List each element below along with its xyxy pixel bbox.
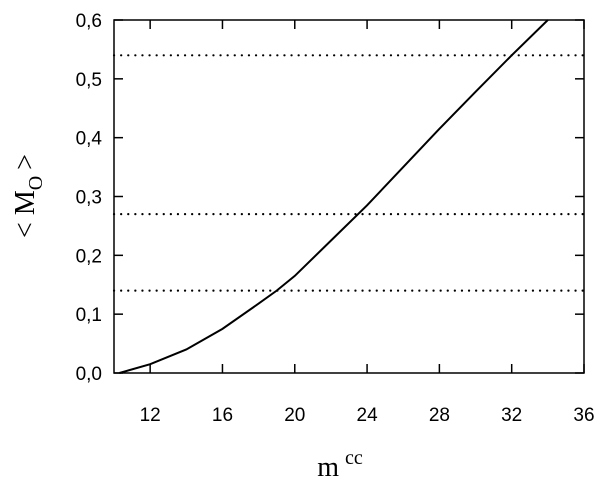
x-tick-label: 24 (357, 405, 379, 426)
x-tick-label: 16 (212, 405, 233, 426)
y-axis-label: < MO > (10, 154, 47, 238)
x-label-main: m (317, 452, 339, 483)
x-label-sup: cc (345, 447, 363, 469)
x-tick-label: 20 (284, 405, 305, 426)
data-line (119, 19, 549, 374)
y-label-main: < M (10, 190, 41, 238)
x-tick-label: 12 (140, 405, 161, 426)
y-tick-label: 0,6 (76, 11, 102, 32)
y-tick-label: 0,4 (76, 129, 103, 150)
y-tick-label: 0,0 (76, 364, 102, 385)
x-axis-label: m cc (317, 447, 363, 483)
plot-frame (113, 19, 585, 374)
y-tick-label: 0,3 (76, 188, 102, 209)
y-label-sub: O (25, 176, 47, 190)
x-tick-label: 32 (501, 405, 522, 426)
x-tick-label: 36 (573, 405, 594, 426)
x-tick-label: 28 (429, 405, 450, 426)
y-label-end: > (10, 154, 41, 170)
y-tick-label: 0,5 (76, 70, 102, 91)
y-tick-label: 0,2 (76, 246, 102, 267)
y-tick-label: 0,1 (76, 305, 102, 326)
